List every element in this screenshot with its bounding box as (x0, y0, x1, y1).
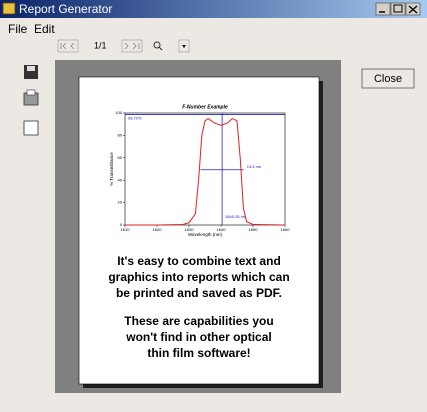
peak-label: 98.70% (128, 116, 142, 121)
report-text: It's easy to combine text and graphics in… (108, 254, 289, 360)
x-tick-label: 1630 (185, 227, 195, 232)
nav-toolbar: 1/1 (57, 39, 190, 53)
x-axis-label: Wavelength (nm) (188, 232, 223, 237)
y-tick-label: 20 (118, 200, 123, 205)
page-indicator: 1/1 (94, 40, 107, 50)
x-tick-label: 1640 (217, 227, 227, 232)
report-text-line: graphics into reports which can (108, 270, 289, 284)
zoom-dropdown[interactable] (178, 39, 190, 53)
menu-file[interactable]: File (8, 22, 28, 36)
report-page (78, 76, 320, 385)
next-last-buttons[interactable] (121, 39, 143, 53)
plot-frame (124, 112, 286, 226)
y-tick-label: 0 (120, 222, 123, 227)
bandwidth-label: 13.5 nm (247, 164, 262, 169)
report-text-line: thin film software! (147, 346, 250, 360)
y-tick-label: 40 (118, 177, 123, 182)
report-text-line: It's easy to combine text and (117, 254, 281, 268)
center-label: 1640.35 nm (225, 214, 247, 219)
minimize-button[interactable] (375, 2, 391, 16)
close-button-label[interactable]: Close (374, 73, 402, 85)
y-tick-label: 100 (115, 110, 122, 115)
report-text-line: be printed and saved as PDF. (116, 286, 282, 300)
close-button[interactable] (361, 68, 415, 89)
first-prev-glyph (60, 42, 75, 50)
dropdown-arrow (182, 45, 186, 48)
close-glyph (408, 5, 418, 14)
chart-title: F-Number Example (182, 104, 228, 110)
menu-edit[interactable]: Edit (34, 22, 55, 36)
y-tick-label: 80 (118, 132, 123, 137)
first-prev-buttons[interactable] (57, 39, 79, 53)
next-last-glyph (124, 42, 140, 50)
report-text-line: These are capabilities you (124, 314, 273, 328)
save-icon-label (27, 66, 35, 71)
report-text-line: won't find in other optical (125, 330, 272, 344)
app-icon (2, 2, 16, 15)
zoom-handle (158, 46, 163, 51)
side-toolbar (23, 65, 39, 136)
x-tick-label: 1620 (153, 227, 163, 232)
page-setup-icon[interactable] (23, 120, 39, 136)
x-tick-label: 1650 (249, 227, 259, 232)
y-tick-label: 60 (118, 155, 123, 160)
transmittance-curve (125, 117, 286, 226)
x-tick-label: 1610 (121, 227, 131, 232)
zoom-icon[interactable] (153, 41, 161, 49)
print-paper (26, 89, 36, 96)
report-chart: F-Number Example 1610 1620 1630 1640 1650 1660… (109, 104, 290, 237)
x-tick-label: 1660 (281, 227, 291, 232)
maximize-glyph (393, 4, 403, 13)
window-title: Report Generator (19, 2, 112, 16)
title-bar (0, 0, 427, 18)
y-axis-label: % Transmittance (109, 152, 114, 186)
window-controls[interactable] (375, 2, 421, 16)
